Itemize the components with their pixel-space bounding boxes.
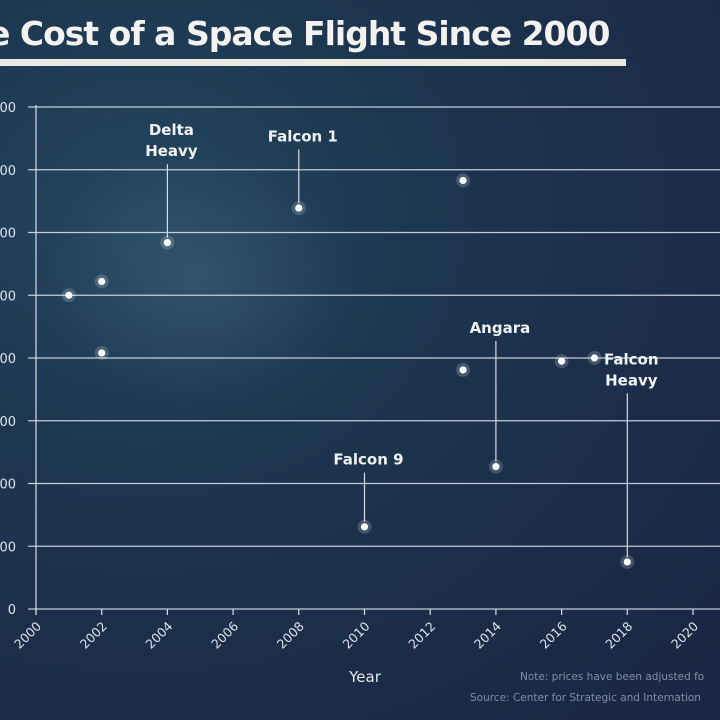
- data-points: [61, 173, 635, 569]
- x-tick-label: 2004: [142, 618, 175, 651]
- annotation-label: Falcon 1: [268, 128, 338, 146]
- annotation-label: Falcon 9: [333, 451, 403, 469]
- annotations: Delta Heavy Falcon 1 Falcon 9 Angara Falcon He…: [145, 121, 658, 468]
- x-tick-label: 2014: [471, 618, 504, 651]
- x-tick-label: 2020: [668, 618, 701, 651]
- data-point: [492, 462, 500, 471]
- y-tick-label: 00: [0, 101, 16, 116]
- y-tick-label: 00: [0, 540, 16, 555]
- annotation-leaders: [166, 149, 628, 557]
- y-tick-label: 00: [0, 352, 16, 367]
- x-tick-label: 2012: [405, 619, 438, 652]
- annotation-label: Heavy: [145, 142, 198, 160]
- gridlines: [28, 106, 720, 610]
- x-axis-label: Year: [348, 668, 382, 686]
- data-point: [65, 291, 73, 299]
- x-tick-label: 2006: [208, 618, 241, 651]
- data-point: [360, 523, 369, 531]
- annotation-label: Delta: [149, 121, 194, 139]
- x-tick-label: 2002: [77, 619, 110, 652]
- chart-title: e Cost of a Space Flight Since 2000: [0, 14, 610, 53]
- data-point: [623, 558, 631, 566]
- annotation-label: Angara: [470, 319, 531, 337]
- y-tick-label: 0: [8, 603, 16, 618]
- x-tick-label: 2008: [274, 618, 307, 651]
- footer-note: Note: prices have been adjusted fo: [520, 671, 705, 683]
- x-tick-label: 2016: [537, 618, 570, 651]
- title-underline: [0, 59, 626, 66]
- x-tick-label: 2018: [602, 618, 635, 651]
- annotation-label: Falcon: [604, 350, 659, 368]
- data-point: [98, 349, 106, 357]
- data-point: [558, 357, 566, 365]
- data-point: [98, 277, 106, 286]
- y-tick-label: 00: [0, 227, 16, 242]
- data-point: [590, 354, 599, 362]
- data-point: [459, 366, 467, 374]
- data-point: [163, 238, 171, 247]
- y-tick-label: 00: [0, 164, 16, 179]
- x-tick-label: 2010: [340, 618, 373, 651]
- y-tick-label: 00: [0, 478, 16, 493]
- x-axis-ticks: 2000 2002 2004 2006 2008 2010 2012 2014 2016 2018…: [11, 609, 701, 652]
- data-point: [459, 176, 467, 185]
- footer-source: Source: Center for Strategic and Interna…: [470, 692, 701, 704]
- y-tick-label: 00: [0, 415, 16, 430]
- x-tick-label: 2000: [11, 618, 44, 651]
- y-tick-label: 00: [0, 289, 16, 304]
- annotation-label: Heavy: [605, 371, 658, 389]
- data-point: [295, 204, 303, 212]
